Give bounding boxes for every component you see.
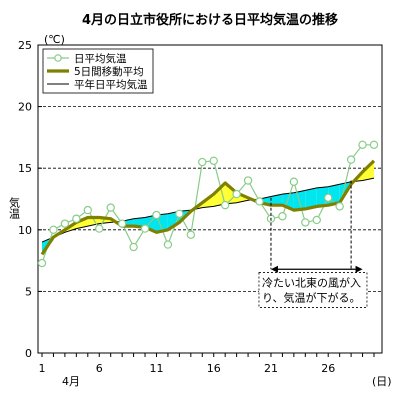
daily-mean-point (289, 177, 299, 186)
y-tick-label: 5 (25, 285, 32, 298)
daily-mean-point (175, 209, 184, 218)
fill-below-normal (305, 187, 317, 209)
x-tick-label: 21 (264, 362, 278, 375)
y-tick-label: 20 (18, 101, 32, 114)
daily-mean-point (358, 140, 367, 149)
daily-mean-point (301, 218, 310, 227)
x-tick-label: 26 (321, 362, 335, 375)
plot-frame (37, 44, 383, 354)
x-tick-label: 11 (149, 362, 163, 375)
daily-mean-point (346, 155, 356, 164)
daily-mean-point (243, 176, 253, 185)
legend-marker-daily (54, 54, 62, 62)
y-tick-label: 10 (18, 224, 32, 237)
daily-mean-point (255, 197, 264, 206)
y-tick-label: 15 (18, 162, 32, 175)
fill-above-normal (225, 183, 237, 204)
daily-mean-point (60, 219, 70, 228)
daily-mean-point (312, 215, 321, 225)
daily-mean-point (37, 258, 47, 268)
x-month-label: 4月 (62, 375, 80, 388)
annotation-arrowhead-left (270, 265, 278, 273)
daily-mean-point (106, 203, 115, 212)
daily-mean-point (220, 200, 230, 210)
daily-mean-point (198, 157, 207, 167)
legend-label: 5日間移動平均 (74, 65, 144, 78)
daily-mean-point (152, 210, 161, 220)
x-tick-label: 1 (39, 362, 46, 375)
fill-below-normal (316, 186, 329, 207)
daily-mean-point (49, 225, 58, 234)
daily-mean-point (324, 193, 333, 202)
series-moving-average-line (40, 159, 376, 256)
daily-mean-point (83, 205, 92, 215)
daily-mean-point (95, 224, 104, 233)
annotation-arrowhead-right (355, 265, 363, 273)
chart-title: 4月の日立市役所における日平均気温の推移 (82, 12, 338, 28)
legend-label: 日平均気温 (74, 52, 127, 65)
y-tick-label: 0 (25, 347, 32, 360)
daily-mean-point (335, 202, 344, 211)
y-tick-label: 25 (18, 39, 32, 52)
fill-below-normal (271, 194, 283, 206)
annotation-text-line1: 冷たい北東の風が入 (262, 276, 361, 290)
daily-mean-point (232, 189, 241, 199)
daily-mean-point (117, 219, 127, 228)
fill-above-normal (213, 183, 226, 207)
daily-mean-point (129, 242, 138, 252)
legend-label: 平年日平均気温 (74, 78, 148, 91)
series-normal-temperature-line (41, 177, 375, 243)
y-unit-label: (℃) (44, 33, 65, 46)
x-tick-label: 16 (207, 362, 221, 375)
x-tick-label: 6 (96, 362, 103, 375)
x-unit-label: (日) (372, 375, 392, 388)
fill-below-normal (156, 213, 168, 233)
daily-mean-point (163, 240, 173, 249)
daily-mean-point (369, 140, 379, 149)
daily-mean-point (209, 156, 218, 166)
daily-mean-point (278, 212, 287, 221)
annotation-text-line2: り、気温が下がる。 (262, 291, 361, 305)
y-axis-label: 気温 (8, 196, 21, 219)
daily-mean-point (72, 214, 81, 223)
daily-mean-point (140, 224, 150, 233)
annotation-box (258, 272, 368, 308)
daily-mean-point (186, 230, 196, 239)
